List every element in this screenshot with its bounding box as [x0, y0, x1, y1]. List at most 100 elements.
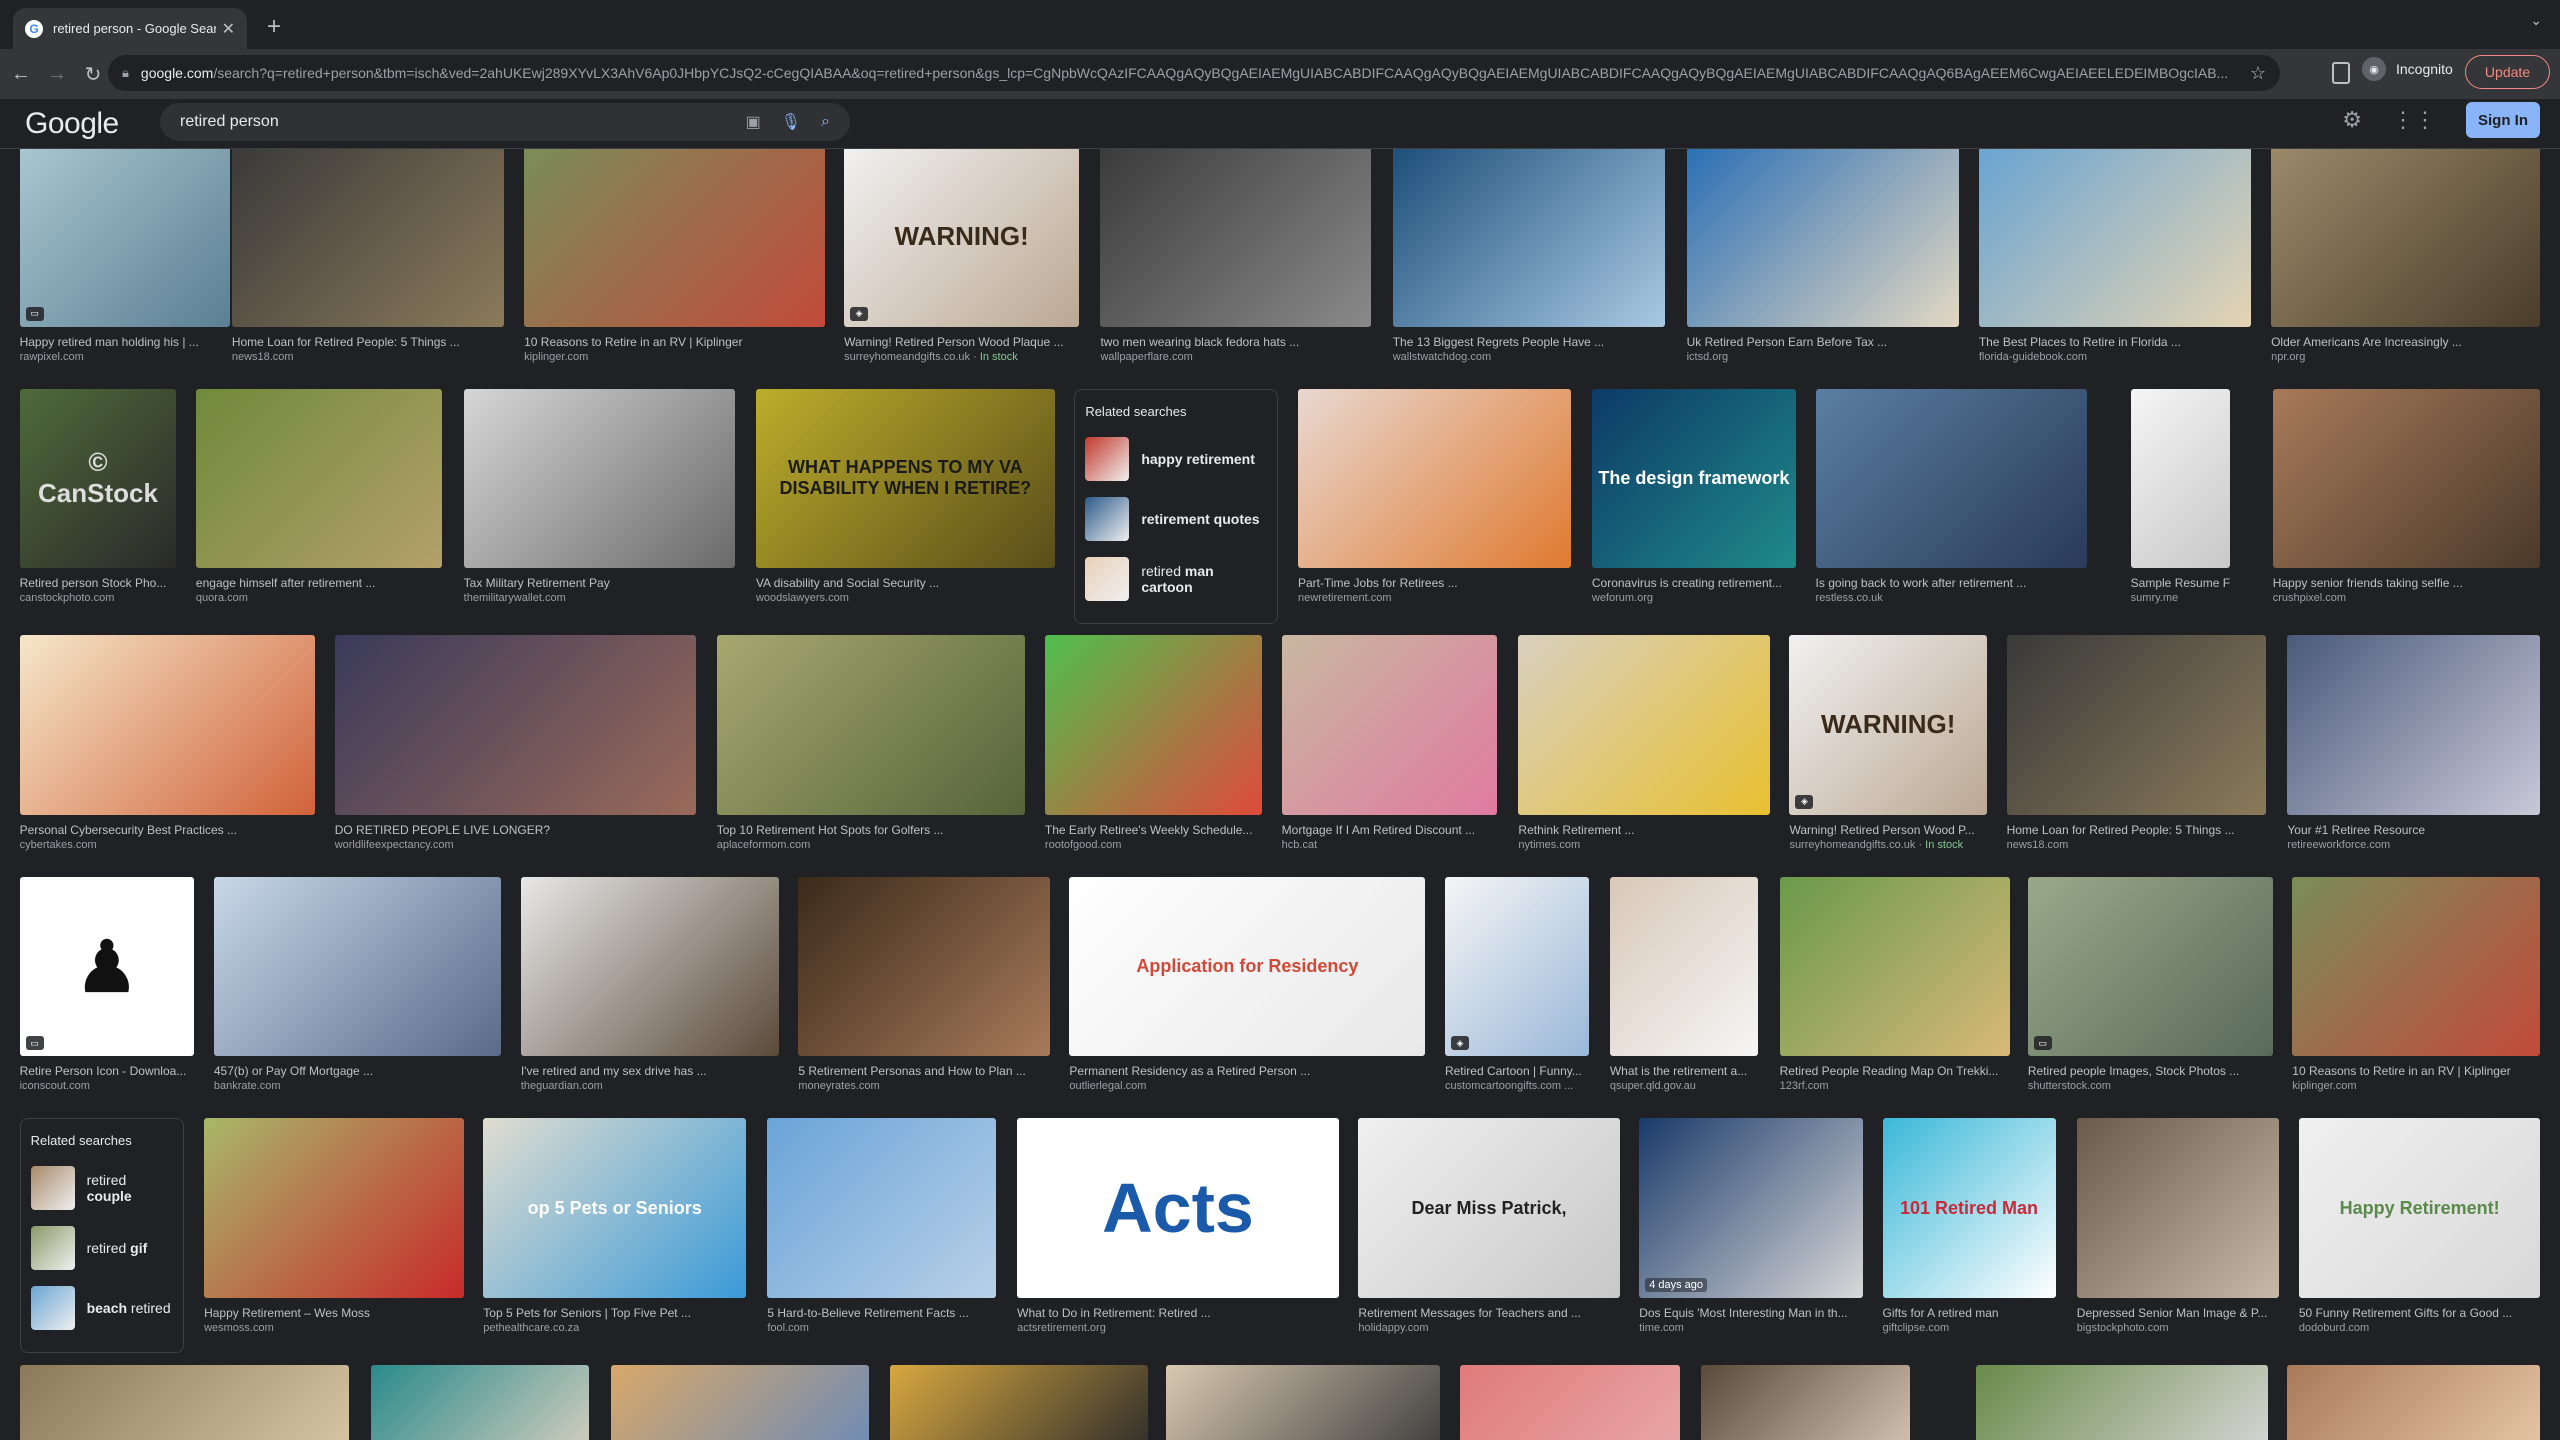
result-title[interactable]: The Best Places to Retire in Florida ... [1978, 334, 2181, 349]
result-source[interactable]: kiplinger.com [2292, 1080, 2540, 1096]
result-title[interactable]: Warning! Retired Person Wood Plaque ... [844, 334, 1064, 349]
result-title[interactable]: Happy retired man holding his | ... [19, 334, 199, 349]
result-source[interactable]: rootofgood.com [1045, 839, 1262, 855]
result-title[interactable]: Retired person Stock Pho... [19, 576, 167, 591]
tab-search-menu-icon[interactable]: ⌄ [2530, 12, 2542, 28]
result-thumbnail[interactable] [610, 1364, 869, 1440]
result-thumbnail[interactable] [1609, 876, 1759, 1057]
side-panel-icon[interactable] [2332, 62, 2350, 84]
image-result-card[interactable] [610, 1364, 869, 1440]
image-result-card[interactable] [1701, 1364, 1911, 1440]
result-thumbnail[interactable] [2271, 149, 2541, 327]
image-result-card[interactable]: Rethink Retirement ... nytimes.com [1518, 635, 1770, 855]
image-result-card[interactable]: Mortgage If I Am Retired Discount ... hcb… [1281, 635, 1498, 855]
result-title[interactable]: 10 Reasons to Retire in an RV | Kiplinge… [524, 334, 743, 349]
result-thumbnail[interactable] [19, 1364, 350, 1440]
result-source[interactable]: canstockphoto.com [20, 592, 177, 608]
result-thumbnail[interactable] [2287, 635, 2541, 815]
image-result-card[interactable] [889, 1364, 1148, 1440]
result-title[interactable]: Happy senior friends taking selfie ... [2272, 576, 2463, 591]
result-thumbnail[interactable] [1281, 635, 1498, 815]
image-result-card[interactable]: ◈ Retired Cartoon | Funny... customcartoon… [1444, 876, 1589, 1097]
related-search-item[interactable]: retirement quotes [1085, 489, 1267, 549]
result-source[interactable]: fool.com [767, 1322, 996, 1338]
result-source[interactable]: quora.com [196, 592, 443, 608]
result-source[interactable]: surreyhomeandgifts.co.uk · In stock [1789, 839, 1987, 855]
reload-button[interactable]: ↻ [84, 63, 102, 86]
result-title[interactable]: Home Loan for Retired People: 5 Things .… [231, 334, 460, 349]
result-thumbnail[interactable] [2272, 388, 2541, 569]
image-result-card[interactable] [370, 1364, 590, 1440]
result-title[interactable]: Retire Person Icon - Downloa... [19, 1064, 187, 1079]
result-source[interactable]: kiplinger.com [524, 351, 824, 367]
result-title[interactable]: Permanent Residency as a Retired Person … [1069, 1064, 1311, 1079]
result-thumbnail[interactable] [334, 635, 696, 815]
result-thumbnail[interactable] [213, 876, 502, 1057]
result-source[interactable]: florida-guidebook.com [1979, 351, 2252, 367]
image-result-card[interactable]: Older Americans Are Increasingly ... npr.… [2271, 149, 2541, 367]
image-result-card[interactable]: 5 Retirement Personas and How to Plan ..… [798, 876, 1050, 1097]
new-tab-button[interactable]: + [266, 13, 281, 40]
url-text[interactable]: google.com/search?q=retired+person&tbm=i… [141, 65, 2240, 81]
result-thumbnail[interactable]: ▭ [19, 149, 231, 327]
result-title[interactable]: What is the retirement a... [1609, 1064, 1748, 1079]
result-source[interactable]: themilitarywallet.com [464, 592, 735, 608]
result-title[interactable]: Warning! Retired Person Wood P... [1789, 822, 1975, 837]
related-search-label[interactable]: retired gif [87, 1240, 148, 1256]
forward-button[interactable]: → [47, 62, 67, 85]
incognito-indicator[interactable]: ◉ Incognito [2362, 57, 2453, 81]
back-button[interactable]: ← [11, 62, 31, 85]
result-thumbnail[interactable]: WARNING! ◈ [1789, 635, 1987, 815]
search-box[interactable]: retired person ▣ 🎙︎ ⌕ [160, 103, 850, 141]
result-thumbnail[interactable] [1701, 1364, 1911, 1440]
search-input[interactable]: retired person [180, 113, 279, 130]
result-thumbnail[interactable] [1044, 635, 1263, 815]
result-thumbnail[interactable] [204, 1118, 464, 1298]
result-title[interactable]: Older Americans Are Increasingly ... [2271, 334, 2462, 349]
image-result-card[interactable]: 10 Reasons to Retire in an RV | Kiplinge… [2292, 876, 2541, 1097]
result-thumbnail[interactable] [1297, 388, 1571, 569]
image-result-card[interactable]: DO RETIRED PEOPLE LIVE LONGER? worldlifee… [334, 635, 696, 855]
related-search-label[interactable]: retirement quotes [1141, 511, 1259, 527]
result-title[interactable]: VA disability and Social Security ... [755, 576, 940, 591]
related-search-item[interactable]: retired man cartoon [1085, 549, 1267, 609]
result-thumbnail[interactable] [1975, 1364, 2268, 1440]
result-thumbnail[interactable] [2130, 388, 2231, 569]
result-title[interactable]: two men wearing black fedora hats ... [1100, 334, 1300, 349]
result-thumbnail[interactable]: The design framework [1591, 388, 1796, 569]
result-title[interactable]: Part-Time Jobs for Retirees ... [1297, 576, 1458, 591]
settings-gear-icon[interactable]: ⚙ [2342, 107, 2362, 132]
related-search-item[interactable]: beach retired [30, 1278, 174, 1338]
result-source[interactable]: time.com [1639, 1322, 1863, 1338]
result-source[interactable]: iconscout.com [20, 1080, 195, 1096]
image-result-card[interactable] [1459, 1364, 1681, 1440]
result-title[interactable]: engage himself after retirement ... [195, 576, 376, 591]
result-thumbnail[interactable] [463, 388, 735, 569]
image-result-card[interactable] [2287, 1364, 2541, 1440]
result-source[interactable]: woodslawyers.com [756, 592, 1055, 608]
result-source[interactable]: dodoburd.com [2299, 1322, 2541, 1338]
image-result-card[interactable]: 101 Retired Man Gifts for A retired man gi… [1882, 1118, 2056, 1338]
image-result-card[interactable]: Depressed Senior Man Image & P... bigstoc… [2076, 1118, 2280, 1338]
result-source[interactable]: sumry.me [2131, 592, 2231, 608]
image-result-card[interactable]: Home Loan for Retired People: 5 Things .… [2006, 635, 2267, 855]
result-thumbnail[interactable]: WARNING! ◈ [844, 149, 1080, 327]
camera-icon[interactable]: ▣ [745, 114, 761, 131]
image-result-card[interactable] [19, 1364, 350, 1440]
image-result-card[interactable]: Application for Residency Permanent Resid… [1069, 876, 1426, 1097]
result-thumbnail[interactable]: Application for Residency [1069, 876, 1426, 1057]
result-thumbnail[interactable] [716, 635, 1026, 815]
image-result-card[interactable]: © CanStock Retired person Stock Pho... can… [19, 388, 177, 609]
result-source[interactable]: ictsd.org [1687, 351, 1960, 367]
result-title[interactable]: Retired Cartoon | Funny... [1444, 1064, 1582, 1079]
result-source[interactable]: moneyrates.com [798, 1080, 1049, 1096]
image-result-card[interactable]: The Best Places to Retire in Florida ...… [1978, 149, 2252, 367]
result-thumbnail[interactable]: ▭ [2027, 876, 2273, 1057]
result-thumbnail[interactable] [2287, 1364, 2541, 1440]
image-result-card[interactable]: 4 days ago Dos Equis 'Most Interesting Ma… [1639, 1118, 1863, 1338]
result-thumbnail[interactable]: 4 days ago [1639, 1118, 1863, 1298]
image-result-card[interactable]: WARNING! ◈ Warning! Retired Person Wood P.… [1789, 635, 1987, 855]
related-search-thumbnail[interactable] [1085, 436, 1130, 481]
image-result-card[interactable]: 457(b) or Pay Off Mortgage ... bankrate.c… [213, 876, 502, 1097]
image-result-card[interactable]: Acts What to Do in Retirement: Retired ..… [1017, 1118, 1339, 1338]
